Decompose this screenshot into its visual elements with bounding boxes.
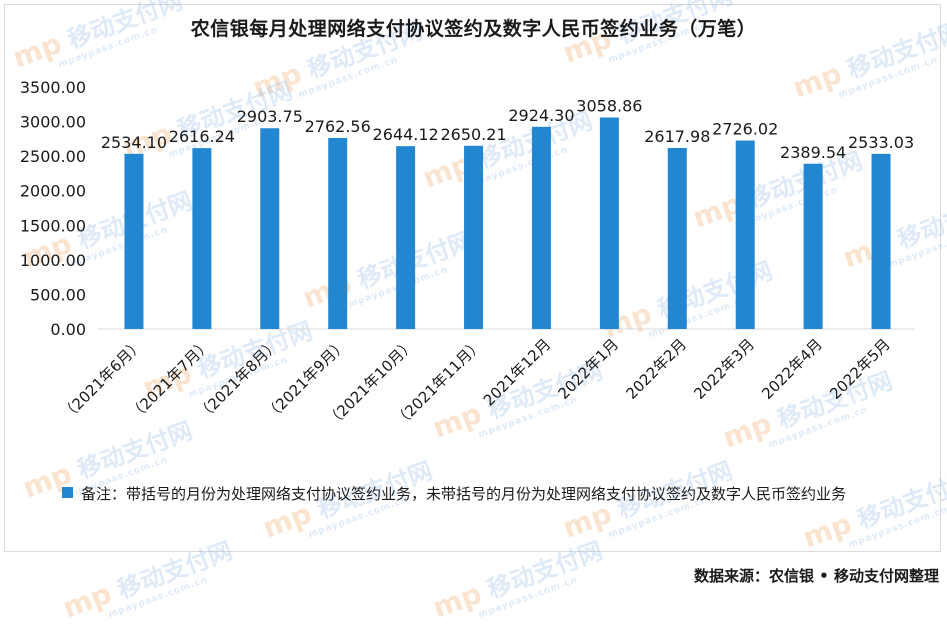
y-tick-label: 2000.00 [20, 182, 86, 201]
bar [260, 128, 280, 329]
legend: 备注：带括号的月份为处理网络支付协议签约业务，未带括号的月份为处理网络支付协议签… [62, 480, 912, 508]
bar-chart: 0.00 500.00 1000.00 1500.00 2000.00 2500.00 30… [20, 78, 915, 431]
bar [192, 148, 212, 329]
data-label: 2924.30 [508, 106, 574, 125]
y-tick-label: 0.00 [50, 320, 86, 339]
data-label: 2903.75 [237, 107, 303, 126]
x-tick-label: 2022年4月 [758, 335, 826, 403]
chart-title: 农信银每月处理网络支付协议签约及数字人民币签约业务（万笔） [190, 18, 757, 40]
data-label: 2534.10 [101, 133, 167, 152]
legend-text: 备注：带括号的月份为处理网络支付协议签约业务，未带括号的月份为处理网络支付协议签… [81, 485, 847, 503]
data-label: 2533.03 [848, 133, 914, 152]
y-tick-label: 2500.00 [20, 147, 86, 166]
x-tick-label: 2022年3月 [690, 335, 758, 403]
data-label: 3058.86 [576, 97, 642, 116]
y-tick-label: 3000.00 [20, 113, 86, 132]
bar [124, 153, 144, 329]
bar [803, 163, 823, 329]
data-label: 2617.98 [644, 127, 710, 146]
data-label: 2762.56 [305, 117, 371, 136]
source-note: 数据来源：农信银 • 移动支付网整理 [693, 567, 939, 585]
data-label: 2650.21 [440, 125, 506, 144]
y-tick-label: 1500.00 [20, 216, 86, 235]
x-tick-label: 2021年12月 [480, 335, 554, 409]
bar [667, 147, 687, 329]
bar [328, 137, 348, 329]
bar [531, 126, 551, 329]
x-tick-label: 2022年2月 [622, 335, 690, 403]
y-tick-label: 3500.00 [20, 78, 86, 97]
bar [735, 140, 755, 329]
y-tick-label: 500.00 [30, 285, 86, 304]
legend-swatch [62, 487, 73, 498]
bar [464, 145, 484, 329]
data-label: 2726.02 [712, 120, 778, 139]
bar [599, 117, 619, 329]
bar [871, 153, 891, 329]
bar [396, 146, 416, 329]
data-label: 2616.24 [169, 127, 235, 146]
x-tick-label: 2022年5月 [826, 335, 894, 403]
data-label: 2389.54 [780, 143, 846, 162]
y-tick-label: 1000.00 [20, 251, 86, 270]
data-label: 2644.12 [373, 125, 439, 144]
x-tick-label: 2022年1月 [555, 335, 623, 403]
